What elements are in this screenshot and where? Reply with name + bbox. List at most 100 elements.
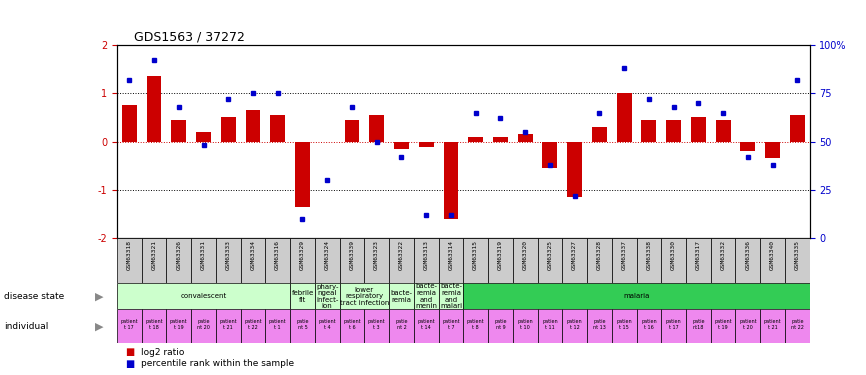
Bar (241, 309, 265, 343)
Bar (414, 283, 438, 309)
Bar (443, 142, 458, 219)
Text: patient
t 4: patient t 4 (319, 320, 336, 330)
Bar (469, 137, 483, 142)
Bar (463, 309, 488, 343)
Bar (760, 309, 785, 343)
Bar (146, 76, 161, 142)
Bar (339, 309, 365, 343)
Text: patient
t 14: patient t 14 (417, 320, 435, 330)
Bar (122, 105, 137, 142)
Bar (166, 309, 191, 343)
Bar (166, 238, 191, 283)
Bar (785, 238, 810, 283)
Text: bacte-
remia: bacte- remia (391, 290, 412, 303)
Text: patient
t 21: patient t 21 (764, 320, 781, 330)
Bar (611, 309, 637, 343)
Bar (587, 238, 611, 283)
Bar (290, 238, 315, 283)
Text: GDS1563 / 37272: GDS1563 / 37272 (134, 30, 245, 43)
Bar (637, 238, 662, 283)
Bar (766, 142, 780, 159)
Text: GSM63313: GSM63313 (423, 240, 429, 270)
Bar (438, 238, 463, 283)
Text: GSM63326: GSM63326 (177, 240, 181, 270)
Text: GSM63316: GSM63316 (275, 240, 281, 270)
Text: disease state: disease state (4, 292, 65, 301)
Text: GSM63331: GSM63331 (201, 240, 206, 270)
Text: GSM63333: GSM63333 (226, 240, 230, 270)
Bar (246, 110, 261, 142)
Bar (785, 309, 810, 343)
Bar (265, 309, 290, 343)
Bar (637, 309, 662, 343)
Bar (666, 120, 681, 142)
Text: GSM63315: GSM63315 (473, 240, 478, 270)
Bar (365, 309, 389, 343)
Text: patien
t 17: patien t 17 (666, 320, 682, 330)
Bar (735, 309, 760, 343)
Text: GSM63330: GSM63330 (671, 240, 676, 270)
Bar (270, 115, 285, 142)
Bar (191, 309, 216, 343)
Bar (414, 309, 438, 343)
Bar (389, 309, 414, 343)
Bar (463, 283, 810, 309)
Text: GSM63325: GSM63325 (547, 240, 553, 270)
Bar (567, 142, 582, 197)
Bar (241, 238, 265, 283)
Text: GSM63324: GSM63324 (325, 240, 330, 270)
Bar (542, 142, 558, 168)
Text: patie
nt 20: patie nt 20 (197, 320, 210, 330)
Text: patie
nt 13: patie nt 13 (593, 320, 606, 330)
Bar (611, 238, 637, 283)
Bar (592, 127, 607, 142)
Text: GSM63321: GSM63321 (152, 240, 157, 270)
Text: GSM63334: GSM63334 (250, 240, 255, 270)
Bar (790, 115, 805, 142)
Text: patie
nt 9: patie nt 9 (494, 320, 507, 330)
Bar (142, 238, 166, 283)
Bar (117, 283, 290, 309)
Text: GSM63340: GSM63340 (770, 240, 775, 270)
Bar (587, 309, 611, 343)
Text: GSM63327: GSM63327 (572, 240, 577, 270)
Bar (369, 115, 385, 142)
Bar (142, 309, 166, 343)
Bar (642, 120, 656, 142)
Bar (686, 238, 711, 283)
Text: patien
t 12: patien t 12 (567, 320, 583, 330)
Text: bacte-
remia
and
menin: bacte- remia and menin (415, 284, 437, 309)
Bar (290, 309, 315, 343)
Bar (488, 238, 513, 283)
Text: GSM63335: GSM63335 (795, 240, 800, 270)
Bar (513, 309, 538, 343)
Bar (295, 142, 310, 207)
Bar (538, 238, 562, 283)
Text: patient
t 17: patient t 17 (120, 320, 138, 330)
Text: patient
t 21: patient t 21 (219, 320, 237, 330)
Bar (216, 238, 241, 283)
Text: patien
t 11: patien t 11 (542, 320, 558, 330)
Text: patien
t 16: patien t 16 (641, 320, 656, 330)
Text: patient
t 8: patient t 8 (467, 320, 484, 330)
Bar (438, 283, 463, 309)
Bar (686, 309, 711, 343)
Bar (715, 120, 731, 142)
Text: GSM63323: GSM63323 (374, 240, 379, 270)
Bar (221, 117, 236, 142)
Bar (419, 142, 434, 147)
Text: patient
t 18: patient t 18 (145, 320, 163, 330)
Text: GSM63332: GSM63332 (721, 240, 726, 270)
Bar (562, 238, 587, 283)
Bar (617, 93, 631, 142)
Text: GSM63320: GSM63320 (523, 240, 527, 270)
Text: convalescent: convalescent (180, 293, 227, 299)
Text: GSM63318: GSM63318 (126, 240, 132, 270)
Text: patie
nt 22: patie nt 22 (791, 320, 804, 330)
Text: patie
nt 5: patie nt 5 (296, 320, 309, 330)
Bar (662, 309, 686, 343)
Bar (315, 309, 339, 343)
Bar (315, 238, 339, 283)
Bar (117, 309, 142, 343)
Text: GSM63339: GSM63339 (350, 240, 354, 270)
